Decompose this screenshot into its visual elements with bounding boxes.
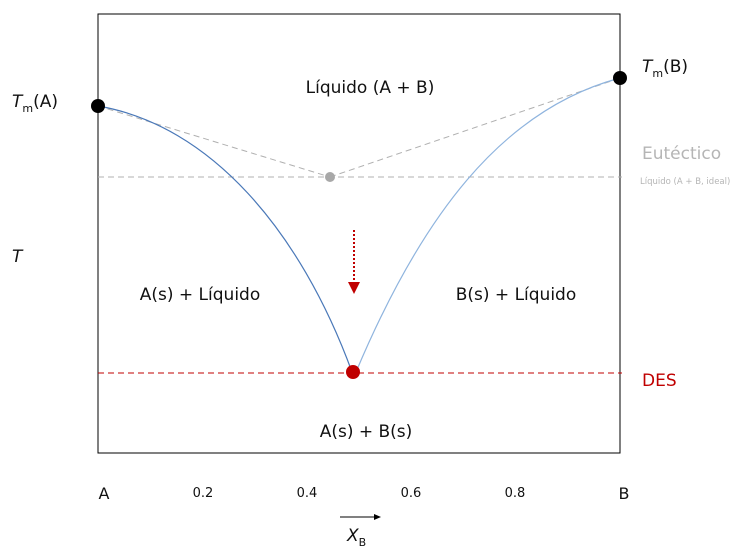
tm-b-label: Tm(B): [642, 57, 688, 80]
region-a-liquid-label: A(s) + Líquido: [140, 285, 260, 305]
liquidus-curve-a: [97, 105, 353, 373]
eutectic-label: Eutéctico: [642, 144, 721, 164]
tm-a-symbol: T: [12, 92, 24, 112]
ideal-liquidus-b: [329, 77, 621, 178]
tm-a-point: [91, 99, 105, 113]
des-point: [346, 365, 360, 379]
eutectic-note: Líquido (A + B, ideal): [640, 177, 730, 187]
tm-b-point: [613, 71, 627, 85]
tm-a-suffix: (A): [33, 92, 58, 112]
tm-b-subscript: m: [652, 67, 663, 80]
x-axis-arrow-head: [374, 514, 381, 520]
ideal-liquidus-a: [97, 105, 331, 178]
depression-arrow-head: [348, 282, 360, 294]
x-tick-label: 0.6: [401, 486, 422, 501]
x-tick-label: A: [99, 484, 110, 503]
liquidus-curve-b: [355, 77, 621, 373]
y-axis-label: T: [12, 247, 24, 267]
des-label: DES: [642, 371, 677, 391]
tm-b-suffix: (B): [663, 57, 688, 77]
tm-a-label: Tm(A): [12, 92, 58, 115]
plot-frame: [97, 13, 621, 454]
region-solids-label: A(s) + B(s): [320, 422, 413, 442]
tm-a-subscript: m: [22, 102, 33, 115]
x-tick-label: 0.4: [297, 486, 318, 501]
region-b-liquid-label: B(s) + Líquido: [456, 285, 577, 305]
x-tick-label: 0.8: [505, 486, 526, 501]
x-axis-subscript: B: [359, 536, 367, 547]
x-axis-label: XB: [346, 526, 366, 547]
x-tick-label: 0.2: [193, 486, 214, 501]
x-axis-symbol: X: [346, 526, 359, 546]
tm-b-symbol: T: [642, 57, 654, 77]
ideal-eutectic-point: [325, 172, 335, 182]
region-liquid-label: Líquido (A + B): [306, 78, 435, 98]
x-tick-label: B: [619, 484, 630, 503]
